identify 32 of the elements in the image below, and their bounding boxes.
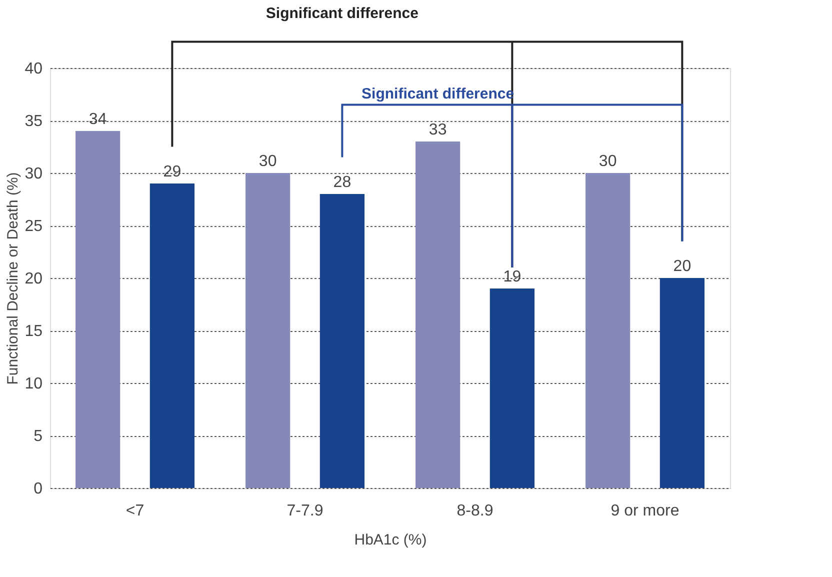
data-label: 19 — [503, 268, 522, 286]
data-label: 30 — [598, 153, 617, 170]
y-axis-title: Functional Decline or Death (%) — [4, 172, 22, 385]
bar — [660, 278, 704, 488]
y-tick-label: 5 — [34, 428, 43, 445]
bar — [586, 173, 630, 488]
data-label: 30 — [258, 153, 277, 170]
x-tick-label: 9 or more — [610, 502, 680, 520]
data-label: 33 — [428, 122, 447, 138]
y-tick-label: 35 — [24, 113, 43, 130]
y-tick-label: 15 — [24, 323, 43, 340]
y-tick-label: 0 — [34, 480, 43, 498]
data-label: 28 — [333, 174, 352, 191]
bar — [416, 142, 460, 488]
data-label: 20 — [673, 258, 692, 275]
y-tick-label: 10 — [24, 376, 43, 392]
y-tick-label: 30 — [24, 166, 43, 182]
bar — [150, 184, 194, 488]
y-tick-label: 25 — [24, 218, 43, 235]
data-label: 34 — [88, 111, 107, 128]
bar — [490, 288, 534, 488]
data-label: 29 — [163, 164, 182, 180]
bar — [76, 131, 120, 488]
text: Significant difference — [266, 4, 418, 22]
y-tick-label: 20 — [24, 270, 43, 288]
y-tick-label: 40 — [24, 60, 43, 78]
x-tick-label: 8-8.9 — [456, 502, 494, 520]
x-tick-label: 7-7.9 — [286, 502, 324, 520]
bar — [320, 194, 364, 488]
x-axis-title: HbA1c (%) — [354, 532, 427, 548]
x-tick-label: <7 — [126, 502, 144, 520]
bar — [246, 173, 290, 488]
